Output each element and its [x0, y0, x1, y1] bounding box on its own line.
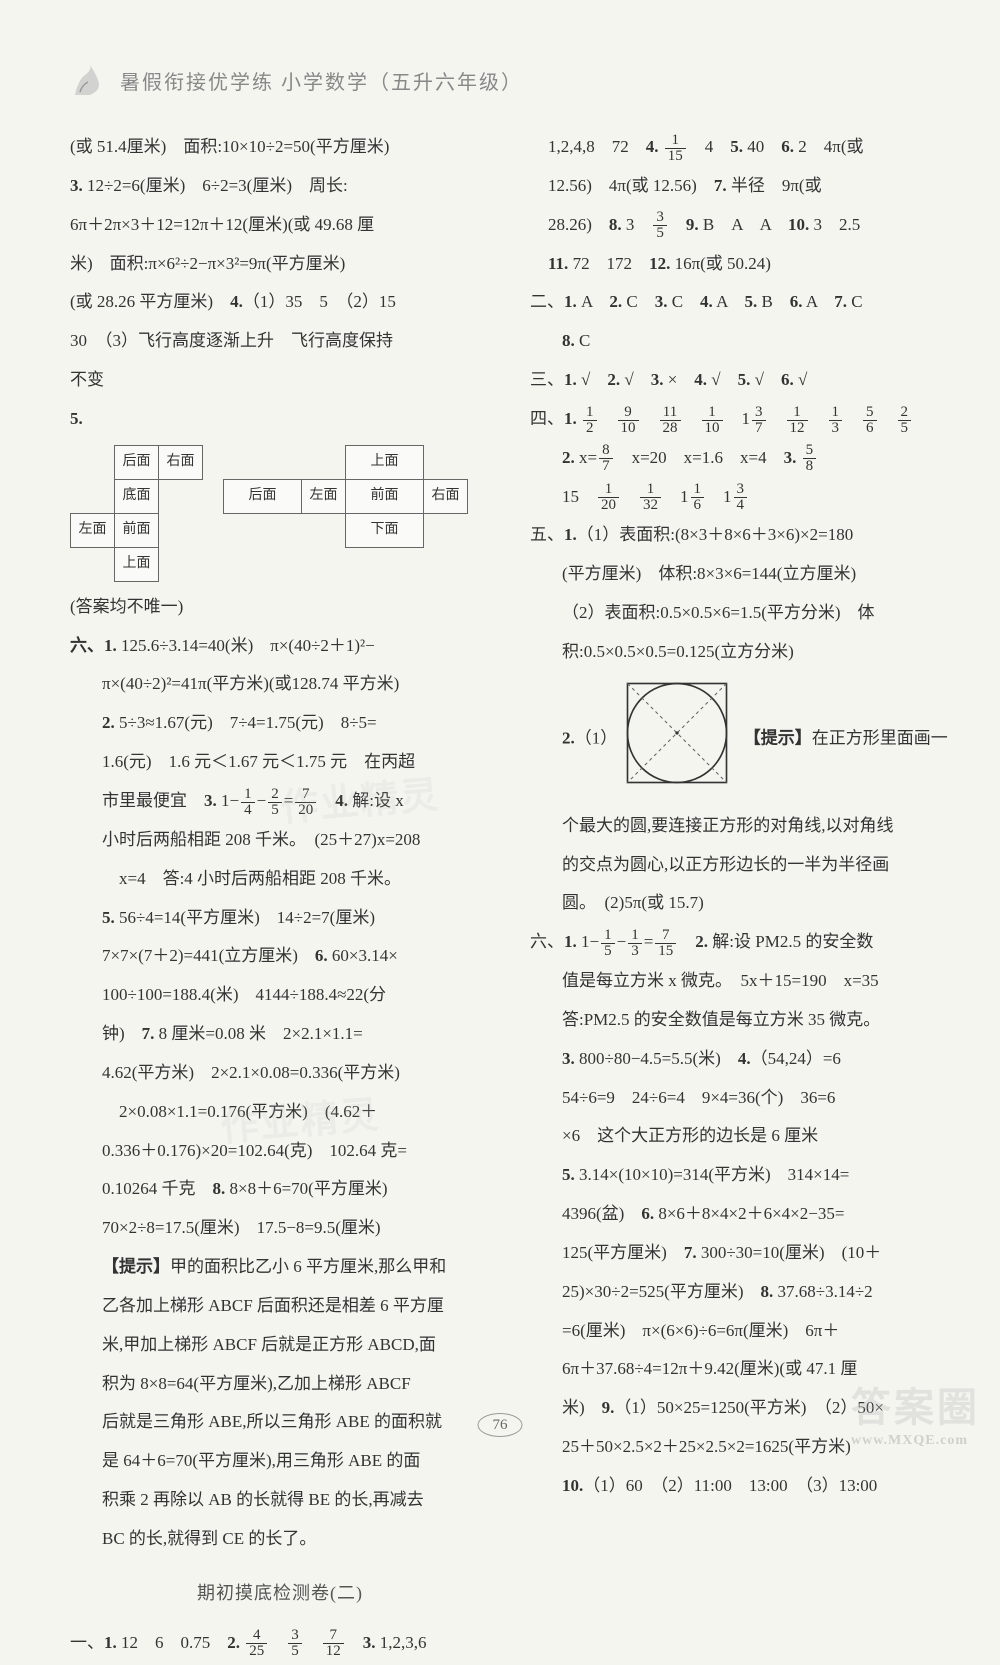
cube-net-left: 后面右面 底面 左面前面 上面: [70, 445, 203, 582]
circle-in-square-diagram: [622, 678, 732, 801]
section-two-cont: 8. C: [530, 324, 950, 359]
text-line: 钟) 7. 8 厘米=0.08 米 2×2.1×1.1=: [70, 1017, 490, 1052]
text-line: 7×7×(7＋2)=441(立方厘米) 6. 60×3.14×: [70, 939, 490, 974]
text-line: 70×2÷8=17.5(厘米) 17.5−8=9.5(厘米): [70, 1211, 490, 1246]
text-line: 15 120 132 116 134: [530, 480, 950, 515]
text-line: 六、1. 1−15−13=715 2. 解:设 PM2.5 的安全数: [530, 925, 950, 960]
text-line: （2）表面积:0.5×0.5×6=1.5(平方分米) 体: [530, 596, 950, 631]
text-line: 5. 3.14×(10×10)=314(平方米) 314×14=: [530, 1158, 950, 1193]
text-line: 0.10264 千克 8. 8×8＋6=70(平方厘米): [70, 1172, 490, 1207]
text-line: 125(平方厘米) 7. 300÷30=10(厘米) (10＋: [530, 1236, 950, 1271]
cube-net-right: 上面 后面左面前面右面 下面: [223, 445, 468, 548]
text-line: 答:PM2.5 的安全数值是每立方米 35 微克。: [530, 1003, 950, 1038]
text-line: 11. 72 172 12. 16π(或 50.24): [530, 247, 950, 282]
text-line: 五、1.（1）表面积:(8×3＋8×6＋3×6)×2=180: [530, 518, 950, 553]
text-line: (或 51.4厘米) 面积:10×10÷2=50(平方厘米): [70, 130, 490, 165]
text-line: 3. 12÷2=6(厘米) 6÷2=3(厘米) 周长:: [70, 169, 490, 204]
left-column: (或 51.4厘米) 面积:10×10÷2=50(平方厘米) 3. 12÷2=6(…: [70, 130, 495, 1665]
text-line: 值是每立方米 x 微克。 5x＋15=190 x=35: [530, 964, 950, 999]
section-two: 二、1. A 2. C 3. C 4. A 5. B 6. A 7. C: [530, 285, 950, 320]
text-line: 10.（1）60 （2）11:00 13:00 （3）13:00: [530, 1469, 950, 1504]
text-line: 5.: [70, 402, 490, 437]
header-title: 暑假衔接优学练 小学数学（五升六年级）: [120, 66, 523, 95]
text-line: 30 （3）飞行高度逐渐上升 飞行高度保持: [70, 324, 490, 359]
text-line: 6π＋2π×3＋12=12π＋12(厘米)(或 49.68 厘: [70, 208, 490, 243]
page-number: 76: [478, 1416, 523, 1434]
text-line: ×6 这个大正方形的边长是 6 厘米: [530, 1119, 950, 1154]
text-line: (或 28.26 平方厘米) 4.（1）35 5 （2）15: [70, 285, 490, 320]
answer-note: (答案均不唯一): [70, 590, 490, 625]
text-line: 25)×30÷2=525(平方厘米) 8. 37.68÷3.14÷2: [530, 1275, 950, 1310]
logo-icon: [70, 60, 110, 100]
text-line: 不变: [70, 363, 490, 398]
text-line: (平方厘米) 体积:8×3×6=144(立方厘米): [530, 557, 950, 592]
text-line: 六、1. 125.6÷3.14=40(米) π×(40÷2＋1)²−: [70, 629, 490, 664]
text-line: =6(厘米) π×(6×6)÷6=6π(厘米) 6π＋: [530, 1314, 950, 1349]
text-line: 1,2,4,8 72 4. 115 4 5. 40 6. 2 4π(或: [530, 130, 950, 165]
text-line: 的交点为圆心,以正方形边长的一半为半径画: [530, 848, 950, 883]
test-title: 期初摸底检测卷(二): [70, 1575, 490, 1612]
text-line: 4.62(平方米) 2×2.1×0.08=0.336(平方米): [70, 1056, 490, 1091]
watermark: 答案圈 www.MXQE.com: [851, 1375, 980, 1449]
section-one: 一、1. 12 6 0.75 2. 425 35 712 3. 1,2,3,6: [70, 1626, 490, 1661]
text-line: 4396(盆) 6. 8×6＋8×4×2＋6×4×2−35=: [530, 1197, 950, 1232]
text-line: 小时后两船相距 208 千米。 (25＋27)x=208: [70, 823, 490, 858]
text-line: 乙各加上梯形 ABCF 后面积还是相差 6 平方厘: [70, 1289, 490, 1324]
text-line: 3. 800÷80−4.5=5.5(米) 4.（54,24）=6: [530, 1042, 950, 1077]
text-line: 2. 5÷3≈1.67(元) 7÷4=1.75(元) 8÷5=: [70, 706, 490, 741]
text-line: 米,甲加上梯形 ABCF 后就是正方形 ABCD,面: [70, 1328, 490, 1363]
text-line: 四、1. 12 910 1128 110 137 112 13 56 25: [530, 402, 950, 437]
text-line: π×(40÷2)²=41π(平方米)(或128.74 平方米): [70, 667, 490, 702]
cube-net-diagrams: 后面右面 底面 左面前面 上面 上面 后面左面前面右面 下面: [70, 445, 490, 582]
text-line: 后就是三角形 ABE,所以三角形 ABE 的面积就: [70, 1405, 490, 1440]
text-line: 54÷6=9 24÷6=4 9×4=36(个) 36=6: [530, 1081, 950, 1116]
text-line: 5. 56÷4=14(平方厘米) 14÷2=7(厘米): [70, 901, 490, 936]
text-line: 圆。 (2)5π(或 15.7): [530, 886, 950, 921]
circle-row: 2.（1） 【提示】在正方形里面画一: [530, 674, 950, 805]
text-line: 12.56) 4π(或 12.56) 7. 半径 9π(或: [530, 169, 950, 204]
text-line: 28.26) 8. 3 35 9. B A A 10. 3 2.5: [530, 208, 950, 243]
section-three: 三、1. √ 2. √ 3. × 4. √ 5. √ 6. √: [530, 363, 950, 398]
text-line: 100÷100=188.4(米) 4144÷188.4≈22(分: [70, 978, 490, 1013]
text-line: 2. x=87 x=20 x=1.6 x=4 3. 58: [530, 441, 950, 476]
text-line: 是 64＋6=70(平方厘米),用三角形 ABE 的面: [70, 1444, 490, 1479]
page-header: 暑假衔接优学练 小学数学（五升六年级）: [70, 60, 950, 100]
text-line: 【提示】甲的面积比乙小 6 平方厘米,那么甲和: [70, 1250, 490, 1285]
text-line: 米) 面积:π×6²÷2−π×3²=9π(平方厘米): [70, 247, 490, 282]
text-line: 个最大的圆,要连接正方形的对角线,以对角线: [530, 809, 950, 844]
text-line: x=4 答:4 小时后两船相距 208 千米。: [70, 862, 490, 897]
text-line: BC 的长,就得到 CE 的长了。: [70, 1522, 490, 1557]
text-line: 积乘 2 再除以 AB 的长就得 BE 的长,再减去: [70, 1483, 490, 1518]
text-line: 积为 8×8=64(平方厘米),乙加上梯形 ABCF: [70, 1367, 490, 1402]
text-line: 积:0.5×0.5×0.5=0.125(立方分米): [530, 635, 950, 670]
